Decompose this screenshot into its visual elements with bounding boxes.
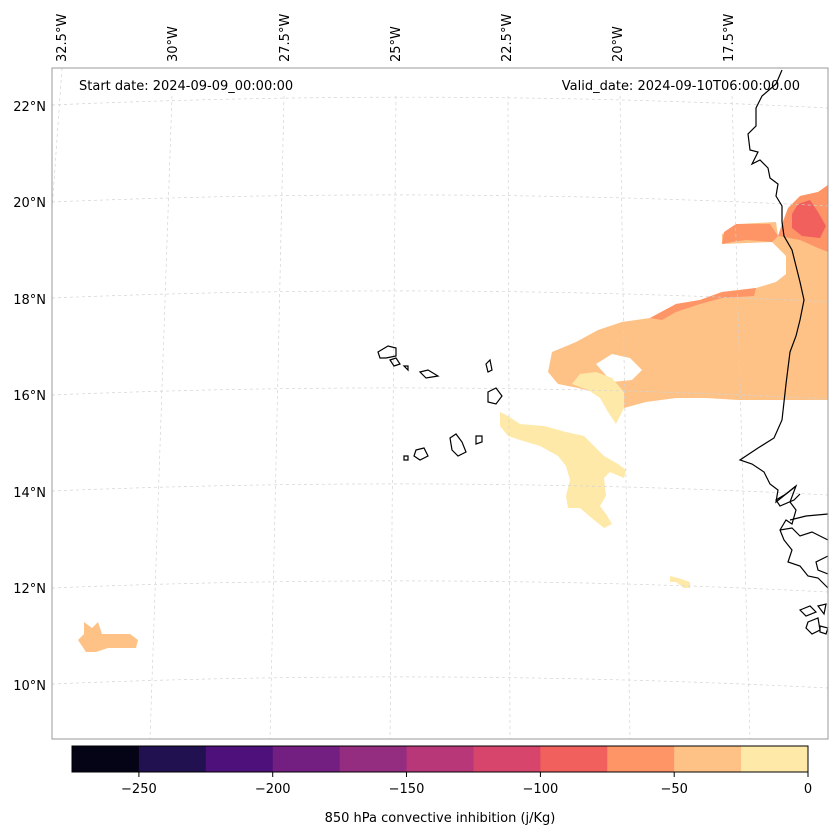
colorbar-bin bbox=[339, 746, 408, 772]
cape-verde-brava bbox=[403, 455, 409, 461]
colorbar-bin bbox=[205, 746, 274, 772]
colorbar-bin bbox=[406, 746, 474, 772]
colorbar-bin bbox=[540, 746, 608, 772]
cape-verde-boa-vista bbox=[487, 387, 503, 405]
meridian-30w bbox=[149, 95, 173, 740]
lat-label-16n: 16°N bbox=[13, 389, 46, 404]
colorbar-tick-labels: −250 −200 −150 −100 −50 0 bbox=[121, 782, 812, 797]
colorbar-bin bbox=[72, 746, 140, 772]
colorbar-tick-label: −50 bbox=[660, 782, 687, 797]
cape-verde-fogo bbox=[413, 447, 429, 461]
cape-verde-sal bbox=[485, 358, 493, 373]
map-panel: Start date: 2024-09-09_00:00:00 Valid_da… bbox=[13, 14, 829, 740]
parallel-20n bbox=[51, 194, 829, 207]
meridian-22-5w bbox=[507, 95, 511, 740]
colorbar-title: 850 hPa convective inhibition (j/Kg) bbox=[325, 811, 556, 826]
colorbar: −250 −200 −150 −100 −50 0 850 hPa convec… bbox=[71, 745, 812, 826]
colorbar-tick-label: −100 bbox=[523, 782, 559, 797]
parallel-10n bbox=[51, 676, 829, 689]
parallel-16n bbox=[51, 387, 829, 400]
lon-label-30w: 30°W bbox=[166, 26, 181, 62]
meridian-25w bbox=[389, 95, 397, 740]
gambia-river bbox=[775, 485, 801, 507]
cape-verde-santiago bbox=[449, 433, 467, 457]
lat-label-12n: 12°N bbox=[13, 582, 46, 597]
lon-label-25w: 25°W bbox=[389, 26, 404, 62]
cin-field-light-1 bbox=[572, 372, 624, 424]
colorbar-bin bbox=[674, 746, 742, 772]
lon-label-27-5w: 27.5°W bbox=[278, 14, 293, 62]
colorbar-bin bbox=[741, 746, 809, 772]
parallel-18n bbox=[51, 290, 829, 303]
cin-field-light-2 bbox=[500, 412, 626, 528]
lat-label-10n: 10°N bbox=[13, 679, 46, 694]
cape-verde-santa-luzia bbox=[402, 365, 409, 372]
coastlines bbox=[377, 69, 829, 635]
cin-field-orange-1 bbox=[650, 288, 756, 320]
colorbar-bin bbox=[607, 746, 675, 772]
cin-field-red bbox=[792, 200, 826, 238]
lon-label-17-5w: 17.5°W bbox=[722, 14, 737, 62]
colorbar-bin bbox=[473, 746, 541, 772]
lat-label-14n: 14°N bbox=[13, 486, 46, 501]
parallel-22n bbox=[51, 96, 829, 109]
colorbar-bin bbox=[272, 746, 341, 772]
meridian-27-5w bbox=[269, 95, 285, 740]
map-background bbox=[52, 68, 828, 739]
bijagos-islands bbox=[798, 603, 829, 635]
west-africa-coastline bbox=[738, 69, 829, 589]
cin-field-light-3 bbox=[670, 576, 690, 588]
guinea-coast bbox=[815, 555, 829, 575]
cin-field-tan-west bbox=[78, 622, 138, 652]
cape-verde-sao-nicolau bbox=[418, 369, 440, 379]
colorbar-tick-label: −150 bbox=[389, 782, 425, 797]
lat-label-22n: 22°N bbox=[13, 100, 46, 115]
guinea-bissau-coast bbox=[779, 527, 829, 541]
cape-verde-sao-vicente bbox=[389, 357, 401, 367]
meridian-20w bbox=[619, 95, 631, 740]
colorbar-tick-label: −200 bbox=[255, 782, 291, 797]
lat-label-18n: 18°N bbox=[13, 293, 46, 308]
meridian-17-5w bbox=[731, 95, 751, 740]
lon-label-22-5w: 22.5°W bbox=[500, 14, 515, 62]
lon-label-20w: 20°W bbox=[611, 26, 626, 62]
cape-verde-maio bbox=[475, 435, 483, 445]
cin-fields bbox=[78, 185, 828, 652]
graticule bbox=[51, 67, 829, 740]
map-frame bbox=[51, 67, 829, 740]
cape-verde-santo-antao bbox=[377, 345, 397, 359]
start-date-label: Start date: 2024-09-09_00:00:00 bbox=[79, 79, 293, 94]
colorbar-tick-label: −250 bbox=[121, 782, 157, 797]
casamance-coast bbox=[789, 513, 829, 521]
colorbar-ticks bbox=[138, 772, 809, 777]
latitude-labels: 22°N 20°N 18°N 16°N 14°N 12°N 10°N bbox=[13, 100, 46, 694]
longitude-labels: 32.5°W 30°W 27.5°W 25°W 22.5°W 20°W 17.5… bbox=[55, 14, 737, 62]
colorbar-bins bbox=[72, 746, 809, 772]
lon-label-32-5w: 32.5°W bbox=[55, 14, 70, 62]
valid-date-label: Valid_date: 2024-09-10T06:00:00.00 bbox=[562, 79, 800, 94]
parallel-12n bbox=[51, 580, 829, 593]
parallel-14n bbox=[51, 483, 829, 496]
colorbar-bin bbox=[138, 746, 207, 772]
lat-label-20n: 20°N bbox=[13, 196, 46, 211]
colorbar-tick-label: 0 bbox=[804, 782, 812, 797]
colorbar-frame bbox=[71, 745, 809, 773]
